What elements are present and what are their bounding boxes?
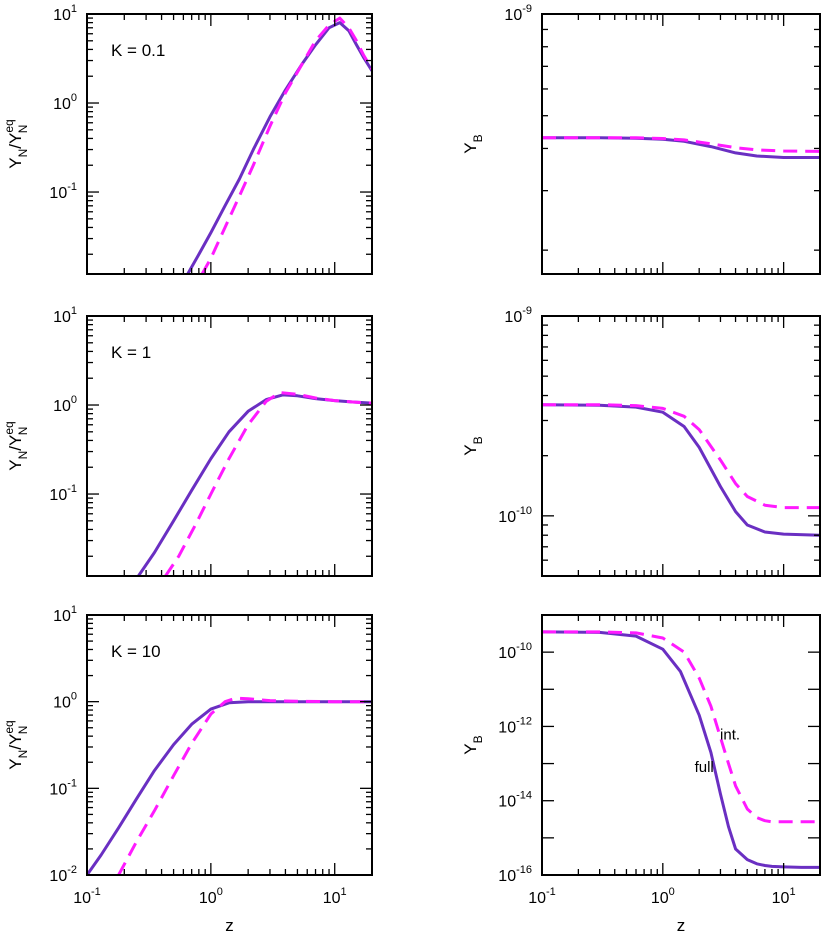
panel-yb-k1: 10-10 10-9 YB	[461, 305, 821, 577]
plot-frame	[541, 315, 821, 577]
curve-label-full: full	[695, 759, 714, 776]
plot-frame	[86, 13, 373, 275]
y-axis-label: YN/YeqN	[2, 119, 30, 168]
y-tick-label: 10-9	[504, 3, 532, 24]
y-tick-label: 100	[53, 92, 77, 113]
y-axis-label: YN/YeqN	[2, 720, 30, 769]
series-int-line	[542, 630, 820, 824]
plot-frame	[86, 315, 373, 577]
y-tick-label: 101	[53, 3, 77, 24]
y-tick-label: 101	[53, 604, 77, 625]
panel-yn-k1: 10-1 100 101 YN/YeqN K = 1	[2, 305, 373, 577]
series-full-line	[87, 700, 372, 875]
y-tick-label: 10-16	[498, 864, 532, 885]
ticks-yb-k01	[541, 13, 821, 274]
x-tick-label: 101	[323, 886, 347, 907]
series-full-line	[542, 403, 820, 537]
y-tick-label: 10-9	[504, 305, 532, 326]
y-tick-label: 100	[53, 691, 77, 712]
x-tick-label: 10-1	[73, 886, 101, 907]
y-tick-label: 10-14	[498, 790, 532, 811]
series-full-line	[542, 630, 820, 869]
ticks-yb-k10	[541, 614, 821, 876]
y-tick-label: 10-10	[498, 641, 532, 662]
series-int-line	[117, 696, 372, 875]
series-int-line	[164, 391, 372, 576]
plot-frame	[541, 13, 821, 275]
x-tick-label: 100	[651, 886, 675, 907]
y-tick-label: 10-12	[498, 715, 532, 736]
x-tick-label: 101	[772, 886, 796, 907]
y-axis-label: YB	[461, 436, 485, 455]
y-axis-label: YN/YeqN	[2, 421, 30, 470]
series-int-line	[542, 403, 820, 510]
k-annotation: K = 0.1	[111, 41, 165, 60]
x-axis-label: z	[225, 916, 234, 933]
y-tick-label: 10-2	[49, 864, 77, 885]
panel-yn-k01: 10-1 100 101 YN/YeqN K = 0.1	[2, 3, 373, 275]
x-axis-label: z	[677, 916, 686, 933]
curve-label-int: int.	[720, 726, 740, 743]
x-tick-label: 100	[199, 886, 223, 907]
k-annotation: K = 1	[111, 343, 151, 362]
panel-yb-k10: 10-16 10-14 10-12 10-10 10-1 100 101 z YB fullint…	[461, 614, 821, 933]
y-tick-label: 10-1	[49, 483, 77, 504]
k-annotation: K = 10	[111, 642, 161, 661]
y-tick-label: 10-1	[49, 777, 77, 798]
panel-yb-k01: 10-9 YB	[461, 3, 821, 275]
plot-frame	[86, 614, 373, 876]
y-tick-label: 100	[53, 394, 77, 415]
y-axis-label: YB	[461, 134, 485, 153]
y-tick-label: 10-1	[49, 181, 77, 202]
series-int-line	[542, 136, 820, 153]
y-tick-label: 10-10	[498, 505, 532, 526]
y-tick-label: 101	[53, 305, 77, 326]
series-full-line	[137, 393, 372, 576]
x-tick-label: 10-1	[528, 886, 556, 907]
plot-frame	[541, 614, 821, 876]
series-full-line	[186, 21, 372, 274]
y-axis-label: YB	[461, 735, 485, 754]
series-int-line	[200, 16, 372, 274]
ticks-yb-k1	[541, 315, 821, 577]
